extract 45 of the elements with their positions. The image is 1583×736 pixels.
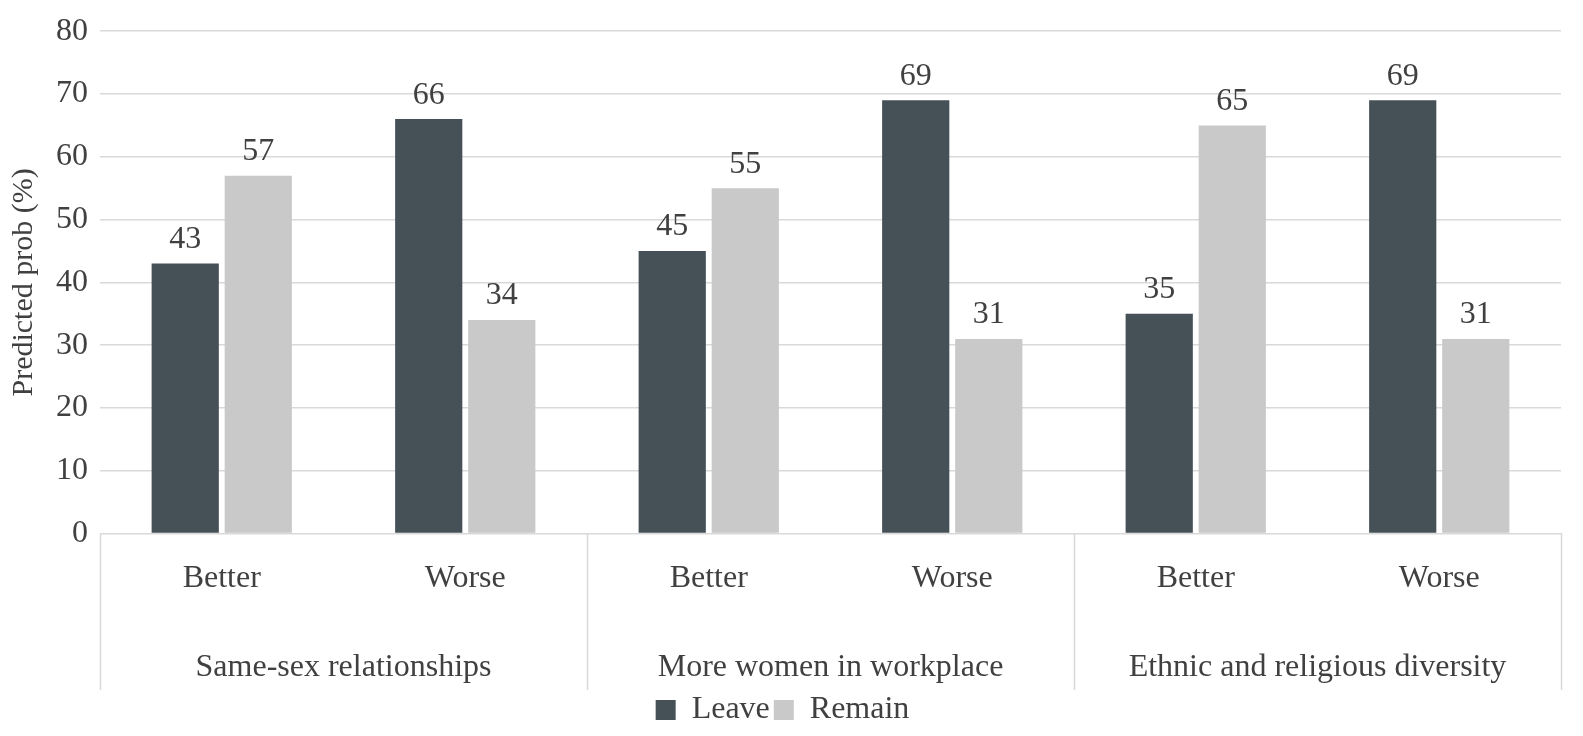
bar bbox=[1125, 313, 1193, 533]
bar bbox=[395, 119, 463, 533]
text: More women in workplace bbox=[657, 647, 1004, 684]
bar bbox=[711, 188, 779, 533]
x-tick-label: Worse bbox=[424, 558, 506, 595]
bar bbox=[955, 338, 1023, 533]
text: Ethnic and religious diversity bbox=[1128, 647, 1507, 684]
data-label: 31 bbox=[1459, 294, 1492, 331]
data-label: 31 bbox=[972, 294, 1005, 331]
legend-label: Leave bbox=[691, 689, 770, 726]
data-label: 69 bbox=[899, 55, 932, 92]
data-label: 55 bbox=[729, 143, 762, 180]
data-label: 65 bbox=[1216, 80, 1249, 117]
y-tick-label: 10 bbox=[56, 450, 88, 487]
legend-label: Remain bbox=[809, 689, 910, 726]
bar bbox=[1198, 125, 1266, 533]
x-tick-label: Worse bbox=[1398, 558, 1480, 595]
x-tick-label: Better bbox=[669, 558, 749, 595]
data-label: 69 bbox=[1386, 55, 1419, 92]
bar bbox=[882, 100, 950, 533]
y-tick-label: 40 bbox=[56, 261, 88, 298]
x-tick-label: Worse bbox=[911, 558, 993, 595]
y-tick-label: 0 bbox=[72, 513, 88, 550]
y-tick-label: 30 bbox=[56, 324, 88, 361]
y-tick-label: 60 bbox=[56, 136, 88, 173]
x-tick-label: Better bbox=[182, 558, 262, 595]
data-label: 43 bbox=[169, 218, 202, 255]
data-label: 57 bbox=[242, 131, 275, 168]
data-label: 66 bbox=[412, 74, 445, 111]
data-label: 35 bbox=[1143, 269, 1176, 306]
y-tick-label: 20 bbox=[56, 387, 88, 424]
bar bbox=[468, 320, 536, 533]
bar bbox=[1442, 338, 1510, 533]
y-tick-label: 70 bbox=[56, 73, 88, 110]
y-tick-label: 80 bbox=[56, 10, 88, 47]
y-axis-title: Predicted prob (%) bbox=[4, 168, 39, 397]
bar bbox=[224, 175, 292, 533]
data-label: 34 bbox=[485, 275, 518, 312]
y-tick-label: 50 bbox=[56, 199, 88, 236]
bar bbox=[151, 263, 219, 533]
text: Same-sex relationships bbox=[195, 647, 492, 684]
bar bbox=[638, 251, 706, 533]
x-tick-label: Better bbox=[1156, 558, 1236, 595]
bar bbox=[1369, 100, 1437, 533]
data-label: 45 bbox=[656, 206, 689, 243]
